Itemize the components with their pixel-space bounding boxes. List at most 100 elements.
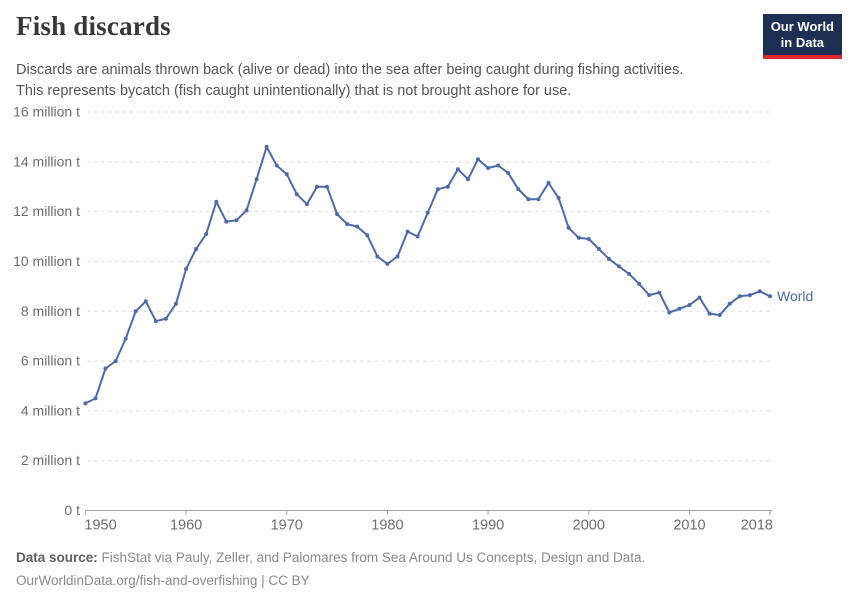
data-point-marker[interactable] xyxy=(526,197,531,202)
data-point-marker[interactable] xyxy=(707,311,712,316)
data-point-marker[interactable] xyxy=(274,163,279,168)
data-point-marker[interactable] xyxy=(315,184,319,189)
chart-footer: Data source: FishStat via Pauly, Zeller,… xyxy=(16,546,645,592)
data-point-marker[interactable] xyxy=(627,271,632,276)
data-point-marker[interactable] xyxy=(133,309,138,314)
data-point-marker[interactable] xyxy=(727,301,732,306)
data-point-marker[interactable] xyxy=(768,294,772,299)
data-point-marker[interactable] xyxy=(395,254,400,259)
data-point-marker[interactable] xyxy=(757,289,762,294)
data-point-marker[interactable] xyxy=(506,171,511,175)
data-point-marker[interactable] xyxy=(325,184,329,189)
y-axis-tick-label: 16 million t xyxy=(13,104,80,120)
data-point-marker[interactable] xyxy=(496,163,501,168)
data-point-marker[interactable] xyxy=(375,254,380,259)
data-point-marker[interactable] xyxy=(93,396,98,401)
data-point-marker[interactable] xyxy=(647,293,652,298)
data-point-marker[interactable] xyxy=(566,225,571,230)
data-point-marker[interactable] xyxy=(486,166,491,170)
data-point-marker[interactable] xyxy=(254,177,259,182)
x-axis-tick-label: 2018 xyxy=(741,518,773,534)
data-point-marker[interactable] xyxy=(596,247,601,251)
chart-subtitle-line1: Discards are animals thrown back (alive … xyxy=(16,62,684,78)
data-point-marker[interactable] xyxy=(143,299,148,304)
data-point-marker[interactable] xyxy=(617,264,621,269)
data-point-marker[interactable] xyxy=(335,212,340,217)
data-point-marker[interactable] xyxy=(445,184,450,189)
data-point-marker[interactable] xyxy=(576,235,581,240)
data-point-marker[interactable] xyxy=(476,157,480,162)
data-point-marker[interactable] xyxy=(83,401,88,406)
world-series-label[interactable]: World xyxy=(777,288,813,304)
data-point-marker[interactable] xyxy=(425,210,430,215)
data-point-marker[interactable] xyxy=(606,256,611,261)
x-axis-tick-label: 2010 xyxy=(673,518,705,534)
data-point-marker[interactable] xyxy=(435,187,440,192)
owid-logo-line2: in Data xyxy=(780,35,825,50)
x-axis-tick-label: 1950 xyxy=(84,518,116,534)
data-point-marker[interactable] xyxy=(657,290,662,295)
x-axis-tick-label: 1980 xyxy=(371,518,403,534)
data-point-marker[interactable] xyxy=(415,234,420,239)
data-point-marker[interactable] xyxy=(737,294,742,299)
data-point-marker[interactable] xyxy=(747,293,752,298)
data-point-marker[interactable] xyxy=(184,266,189,271)
data-point-marker[interactable] xyxy=(345,222,350,227)
chart-subtitle: Discards are animals thrown back (alive … xyxy=(16,60,683,102)
data-point-marker[interactable] xyxy=(304,202,309,207)
world-series-line[interactable] xyxy=(84,145,771,405)
x-axis-tick-label: 1990 xyxy=(472,518,504,534)
owid-logo-line1: Our World xyxy=(770,19,834,34)
data-point-marker[interactable] xyxy=(214,199,219,204)
data-point-marker[interactable] xyxy=(163,316,168,321)
data-point-marker[interactable] xyxy=(194,247,199,251)
data-point-marker[interactable] xyxy=(455,167,460,172)
data-point-marker[interactable] xyxy=(264,144,269,149)
data-point-marker[interactable] xyxy=(123,336,128,341)
data-point-marker[interactable] xyxy=(687,303,692,307)
data-point-marker[interactable] xyxy=(677,306,682,311)
data-point-marker[interactable] xyxy=(546,181,551,185)
data-point-marker[interactable] xyxy=(355,224,360,229)
data-point-marker[interactable] xyxy=(516,187,521,192)
data-source-label: Data source: xyxy=(16,550,98,565)
license-line: OurWorldinData.org/fish-and-overfishing … xyxy=(16,573,310,588)
y-axis-tick-label: 2 million t xyxy=(21,452,80,468)
data-point-marker[interactable] xyxy=(556,195,561,200)
data-point-marker[interactable] xyxy=(113,359,118,364)
data-point-marker[interactable] xyxy=(204,232,209,236)
data-point-marker[interactable] xyxy=(244,208,249,213)
data-point-marker[interactable] xyxy=(365,233,370,238)
data-point-marker[interactable] xyxy=(153,319,158,324)
y-axis-tick-label: 4 million t xyxy=(21,402,80,418)
x-axis-tick-label: 1970 xyxy=(271,518,303,534)
data-point-marker[interactable] xyxy=(224,219,229,224)
data-point-marker[interactable] xyxy=(284,172,289,177)
y-axis-tick-label: 14 million t xyxy=(13,153,80,169)
x-axis-tick-label: 2000 xyxy=(573,518,605,534)
chart-subtitle-line2: This represents bycatch (fish caught uni… xyxy=(16,83,572,99)
x-axis-tick-label: 1960 xyxy=(170,518,202,534)
data-point-marker[interactable] xyxy=(586,237,591,241)
data-point-marker[interactable] xyxy=(697,295,702,300)
data-source-text: FishStat via Pauly, Zeller, and Palomare… xyxy=(97,550,646,565)
y-axis-tick-label: 0 t xyxy=(64,502,80,518)
data-point-marker[interactable] xyxy=(667,310,672,315)
y-axis-tick-label: 10 million t xyxy=(13,253,80,269)
data-point-marker[interactable] xyxy=(174,301,178,306)
data-point-marker[interactable] xyxy=(294,192,299,197)
data-point-marker[interactable] xyxy=(637,281,642,286)
data-point-marker[interactable] xyxy=(717,313,722,317)
data-point-marker[interactable] xyxy=(103,366,108,371)
owid-logo[interactable]: Our World in Data xyxy=(762,14,842,59)
data-point-marker[interactable] xyxy=(405,229,410,234)
data-point-marker[interactable] xyxy=(466,177,470,182)
data-point-marker[interactable] xyxy=(536,197,541,202)
y-axis-tick-label: 12 million t xyxy=(13,203,80,219)
data-point-marker[interactable] xyxy=(385,261,390,266)
data-source-line: Data source: FishStat via Pauly, Zeller,… xyxy=(16,546,645,569)
data-point-marker[interactable] xyxy=(234,218,239,223)
page-title: Fish discards xyxy=(16,11,171,41)
